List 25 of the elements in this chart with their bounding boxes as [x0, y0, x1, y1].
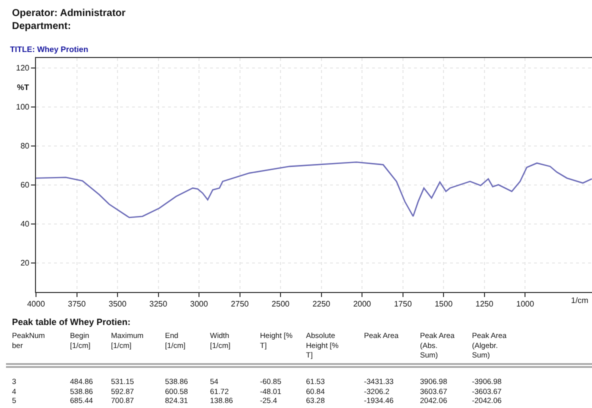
y-tick-label: 80: [20, 142, 30, 151]
text: Operator: Administrator Department:: [12, 8, 126, 32]
x-tick-label: 3750: [68, 300, 86, 309]
x-tick-label: 3000: [190, 300, 208, 309]
x-tick-label: 3250: [149, 300, 168, 309]
chart-title: TITLE: Whey Protien: [10, 45, 88, 54]
y-axis-title: %T: [17, 83, 30, 92]
y-tick-label: 120: [16, 64, 30, 73]
y-tick-label: 20: [20, 258, 30, 268]
y-tick-label: 40: [20, 220, 30, 229]
line-series: [36, 161, 592, 218]
y-tick-label: 60: [20, 180, 30, 190]
text: Peak table of Whey Protien:: [12, 317, 131, 327]
x-axis-title: 1/cm: [571, 296, 589, 305]
x-tick-label: 2250: [312, 300, 331, 309]
x-tick-label: 1250: [475, 300, 494, 309]
x-tick-label: 3500: [108, 300, 127, 309]
x-tick-label: 4000: [27, 300, 46, 309]
x-tick-label: 2500: [272, 300, 290, 309]
x-tick-label: 1500: [434, 300, 454, 309]
x-tick-label: 2750: [230, 300, 250, 309]
y-tick-label: 100: [16, 102, 30, 112]
x-tick-label: 2000: [353, 300, 372, 309]
x-tick-label: 1750: [394, 300, 412, 309]
x-tick-label: 1000: [516, 300, 535, 309]
